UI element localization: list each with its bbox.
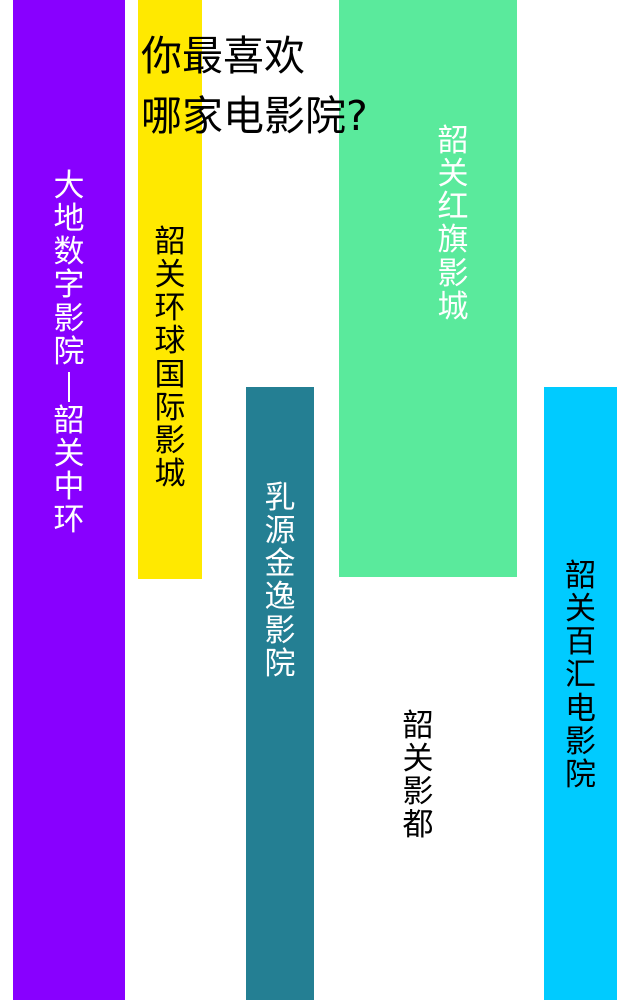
page-title: 你最喜欢 哪家电影院?: [141, 26, 368, 146]
cinema-label-huanqiu: 韶关环球国际影城: [154, 224, 186, 493]
title-line-1: 你最喜欢: [141, 32, 305, 80]
cinema-label-jinyi: 乳源金逸影院: [264, 480, 296, 682]
cinema-option-yingdu[interactable]: 韶关影都: [385, 700, 451, 860]
title-line-2: 哪家电影院?: [141, 92, 368, 140]
cinema-option-dadi[interactable]: 大地数字影院韶关中环: [13, 0, 125, 1000]
cinema-label-yingdu: 韶关影都: [402, 708, 434, 844]
cinema-label-dadi: 大地数字影院韶关中环: [53, 168, 85, 539]
cinema-option-huanqiu[interactable]: 韶关环球国际影城: [138, 0, 202, 579]
cinema-option-baihui[interactable]: 韶关百汇电影院: [544, 387, 617, 1000]
cinema-label-hongqi: 韶关红旗影城: [437, 123, 469, 325]
cinema-label-baihui: 韶关百汇电影院: [565, 558, 596, 793]
cinema-option-hongqi[interactable]: 韶关红旗影城: [339, 0, 517, 577]
cinema-option-jinyi[interactable]: 乳源金逸影院: [246, 387, 314, 1000]
